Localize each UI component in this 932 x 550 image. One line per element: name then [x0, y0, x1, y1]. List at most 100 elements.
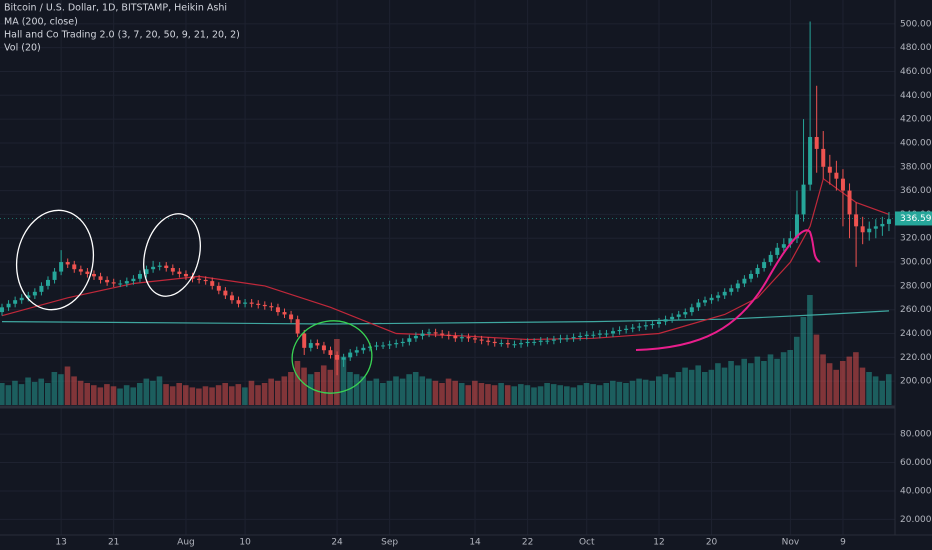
volume-bar	[695, 365, 702, 405]
candle	[321, 341, 326, 354]
candle-layer	[0, 21, 891, 376]
volume-bar	[366, 380, 373, 405]
candle-body	[459, 337, 464, 339]
candle-body	[131, 278, 136, 282]
candle	[98, 272, 103, 284]
volume-bar	[393, 376, 399, 405]
x-tick-label: Sep	[381, 538, 398, 548]
candle-body	[183, 273, 188, 277]
candle-body	[735, 283, 740, 289]
candle	[177, 268, 182, 278]
candle-body	[473, 338, 478, 340]
volume-bar	[412, 372, 419, 405]
volume-bar	[491, 385, 498, 405]
volume-bar	[215, 385, 222, 405]
volume-bar	[511, 386, 518, 405]
volume-bar	[320, 365, 327, 405]
candle-body	[505, 343, 510, 345]
candle	[689, 303, 694, 316]
volume-bar	[5, 385, 12, 405]
volume-bar	[859, 367, 866, 405]
candle-body	[124, 281, 129, 284]
candle	[216, 282, 221, 295]
x-tick-label: 10	[239, 538, 251, 548]
candle	[702, 296, 707, 307]
volume-bar	[577, 385, 583, 405]
volume-bar	[406, 374, 412, 405]
candle-body	[407, 338, 412, 342]
volume-bar	[64, 366, 71, 405]
candle-body	[361, 347, 366, 351]
candle-body	[164, 265, 169, 269]
volume-bar	[136, 383, 143, 405]
volume-bar	[426, 378, 432, 405]
volume-bar	[373, 378, 380, 405]
volume-bar	[281, 376, 288, 405]
candle	[643, 321, 648, 330]
drawing-curve	[635, 229, 821, 351]
volume-bar	[846, 356, 853, 405]
volume-bar	[728, 361, 734, 405]
candle-body	[0, 307, 4, 313]
candle	[722, 288, 727, 299]
y2-tick-label: 40.0000	[900, 486, 932, 496]
candle	[249, 298, 254, 308]
volume-bar	[715, 363, 721, 405]
volume-bar	[498, 383, 504, 405]
candle	[190, 272, 195, 283]
candle-body	[243, 302, 248, 304]
volume-bar	[583, 383, 590, 405]
candle	[676, 310, 681, 321]
volume-bar	[380, 383, 386, 405]
volume-bar	[90, 385, 97, 405]
candle-body	[814, 136, 819, 149]
candle-body	[157, 265, 162, 267]
candle-body	[387, 344, 392, 346]
volume-bar	[18, 384, 25, 405]
volume-bar	[675, 372, 682, 405]
candle-body	[709, 297, 714, 301]
last-price-tag	[895, 211, 932, 226]
candle	[315, 339, 320, 350]
candle	[407, 334, 412, 346]
volume-bar	[340, 356, 347, 405]
candle	[538, 337, 543, 346]
candle	[492, 338, 497, 347]
candle	[394, 339, 399, 348]
candle	[19, 294, 24, 304]
candle-body	[433, 332, 438, 334]
candle-body	[302, 333, 307, 348]
candle	[584, 331, 589, 340]
volume-bar	[793, 336, 800, 405]
candle-body	[105, 279, 110, 283]
volume-bar	[288, 372, 294, 405]
candle	[794, 190, 799, 243]
candle-body	[788, 238, 793, 245]
volume-bar	[564, 386, 570, 405]
candle	[505, 339, 510, 348]
candle-body	[427, 332, 432, 334]
candle	[479, 335, 484, 345]
candle-body	[341, 357, 346, 360]
candle-body	[6, 303, 11, 308]
candle-body	[256, 303, 261, 305]
volume-bar	[603, 383, 610, 405]
candle-body	[203, 279, 208, 282]
candle-body	[479, 339, 484, 341]
candle	[341, 353, 346, 367]
volume-bar	[196, 388, 202, 405]
volume-bar	[228, 386, 235, 405]
candle	[558, 334, 563, 344]
volume-bar	[787, 350, 793, 405]
candle	[827, 154, 832, 185]
volume-bar	[839, 361, 846, 405]
candle-body	[597, 333, 602, 335]
candle	[52, 268, 57, 284]
volume-bar	[747, 363, 754, 405]
volume-bar	[544, 383, 550, 405]
candle-body	[538, 340, 543, 342]
candle	[361, 344, 366, 354]
volume-bar	[754, 356, 761, 405]
candle	[775, 243, 780, 259]
